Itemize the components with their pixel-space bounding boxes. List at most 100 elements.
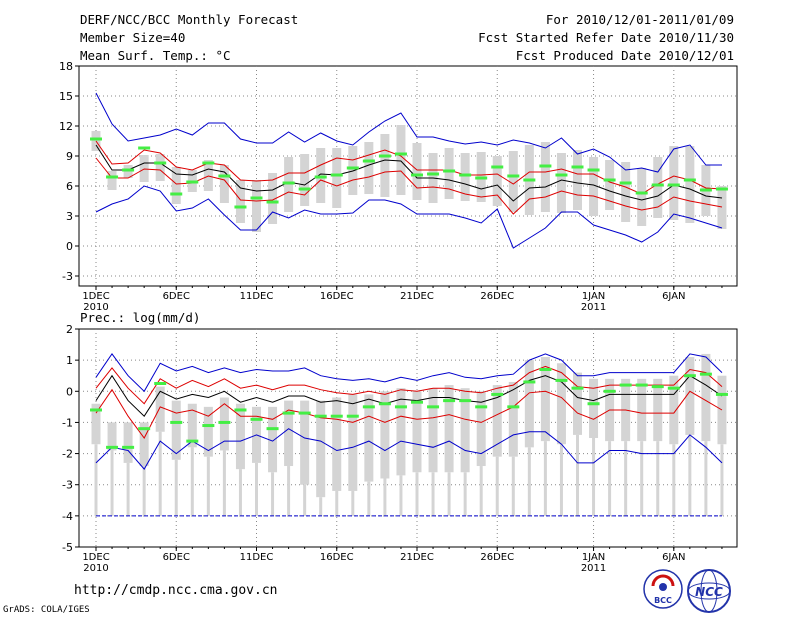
fcst-started-date: Fcst Started Refer Date 2010/11/30 — [478, 30, 734, 45]
ensemble-box — [107, 171, 117, 190]
ensemble-box — [219, 165, 229, 203]
median-marker — [715, 392, 728, 396]
x-tick-year-label: 2011 — [581, 302, 606, 313]
median-marker — [491, 392, 504, 396]
ensemble-box — [316, 400, 326, 498]
ensemble-box — [492, 385, 502, 457]
ensemble-box — [155, 386, 165, 432]
median-marker — [314, 414, 327, 418]
median-marker — [651, 183, 664, 187]
median-marker — [298, 411, 311, 415]
x-tick-label: 1DEC — [82, 552, 109, 563]
median-marker — [699, 188, 712, 192]
median-marker — [234, 205, 247, 209]
ensemble-box — [380, 391, 390, 479]
svg-text:NCC: NCC — [695, 585, 723, 599]
x-tick-label: 1JAN — [582, 552, 605, 563]
ensemble-box — [219, 397, 229, 451]
series-line-lower — [95, 388, 723, 439]
ensemble-box — [685, 146, 695, 223]
variable-label: Mean Surf. Temp.: °C — [80, 48, 231, 63]
precip-panel-title: Prec.: log(mm/d) — [80, 310, 201, 325]
fcst-produced-date: Fcst Produced Date 2010/12/01 — [515, 48, 734, 63]
median-marker — [555, 173, 568, 177]
y-tick-label: 9 — [66, 150, 73, 163]
x-tick-label: 6DEC — [163, 291, 190, 302]
source-url-link[interactable]: http://cmdp.ncc.cma.gov.cn — [74, 583, 278, 598]
median-marker — [330, 414, 343, 418]
x-tick-label: 6JAN — [662, 291, 685, 302]
median-marker — [122, 445, 135, 449]
series-line-min — [95, 185, 723, 249]
median-marker — [587, 402, 600, 406]
median-marker — [635, 191, 648, 195]
median-marker — [282, 181, 295, 185]
ensemble-box — [637, 168, 647, 226]
ensemble-box — [637, 378, 647, 442]
ensemble-box — [573, 372, 582, 435]
ensemble-box — [123, 422, 133, 463]
median-marker — [218, 174, 231, 178]
series-line-max — [95, 353, 723, 393]
ensemble-box — [364, 142, 374, 194]
y-tick-label: 1 — [66, 354, 73, 367]
median-marker — [571, 386, 584, 390]
x-tick-label: 6JAN — [662, 552, 685, 563]
x-tick-label: 26DEC — [480, 552, 514, 563]
median-marker — [667, 183, 680, 187]
median-marker — [154, 382, 167, 385]
median-marker — [394, 405, 407, 409]
ensemble-box — [717, 186, 727, 229]
y-tick-label: 3 — [66, 210, 73, 223]
median-marker — [683, 374, 696, 378]
ensemble-box — [556, 363, 566, 445]
median-marker — [218, 420, 231, 424]
ensemble-box — [268, 173, 278, 224]
median-marker — [603, 389, 616, 393]
y-tick-label: -3 — [62, 270, 73, 283]
ensemble-box — [171, 400, 181, 460]
ensemble-box — [460, 388, 470, 473]
median-marker — [250, 417, 263, 421]
median-marker — [635, 383, 648, 387]
median-marker — [346, 414, 359, 418]
ensemble-box — [669, 146, 679, 220]
median-marker — [314, 175, 327, 179]
ensemble-box — [332, 397, 342, 491]
median-marker — [715, 187, 728, 191]
ensemble-box — [284, 400, 294, 467]
y-tick-label: 15 — [59, 90, 73, 103]
median-marker — [330, 173, 343, 177]
ensemble-box — [685, 357, 695, 435]
y-tick-label: 12 — [59, 120, 73, 133]
y-tick-label: -2 — [62, 448, 73, 461]
y-tick-label: 2 — [66, 323, 73, 336]
ensemble-box — [380, 134, 390, 197]
ensemble-box — [235, 180, 245, 223]
ensemble-box — [348, 394, 358, 491]
ensemble-box — [669, 375, 679, 445]
y-tick-label: 0 — [66, 240, 73, 253]
median-marker — [90, 408, 102, 412]
median-marker — [539, 164, 552, 168]
ensemble-box — [428, 388, 438, 473]
median-marker — [266, 200, 279, 204]
x-tick-label: 6DEC — [163, 552, 190, 563]
median-marker — [683, 178, 696, 182]
ensemble-box — [701, 353, 711, 442]
median-marker — [170, 192, 183, 196]
median-marker — [523, 380, 536, 384]
median-marker — [491, 165, 504, 169]
ensemble-box — [187, 403, 197, 448]
ensemble-box — [476, 391, 486, 467]
ensemble-box — [203, 406, 213, 457]
median-marker — [90, 137, 102, 141]
median-marker — [459, 173, 472, 177]
ensemble-box — [412, 391, 422, 473]
ensemble-box — [412, 143, 422, 200]
series-line-mean — [95, 144, 723, 202]
x-tick-label: 11DEC — [240, 552, 274, 563]
median-marker — [394, 152, 407, 156]
